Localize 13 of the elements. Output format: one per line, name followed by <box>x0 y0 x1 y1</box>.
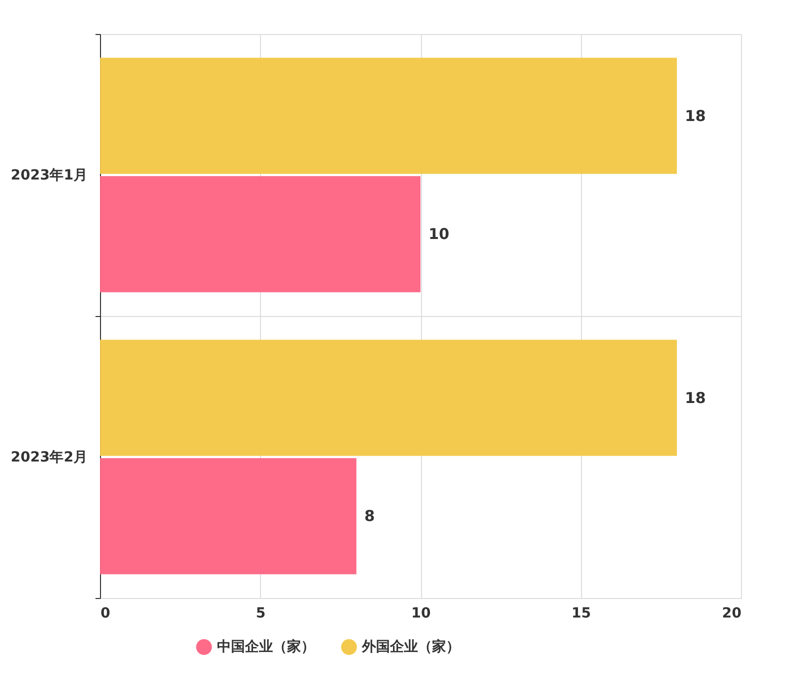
legend-label: 中国企业（家） <box>217 638 315 656</box>
x-tick-label: 15 <box>572 606 591 622</box>
x-tick-label: 5 <box>256 606 266 622</box>
data-label: 18 <box>684 388 706 407</box>
data-label: 18 <box>684 106 706 125</box>
x-tick-label: 0 <box>100 606 110 622</box>
x-tick-label: 10 <box>411 606 431 622</box>
data-label: 10 <box>428 225 450 244</box>
x-tick-label: 20 <box>722 606 742 622</box>
data-label: 8 <box>364 507 375 526</box>
y-tick-label: 2023年1月 <box>10 168 88 184</box>
y-tick-label: 2023年2月 <box>10 450 88 466</box>
legend-label: 外国企业（家） <box>361 638 460 656</box>
